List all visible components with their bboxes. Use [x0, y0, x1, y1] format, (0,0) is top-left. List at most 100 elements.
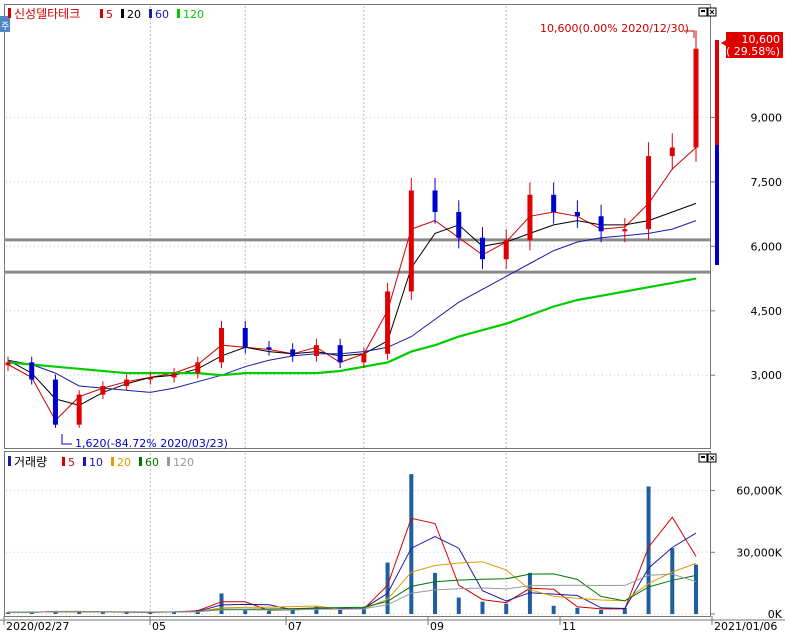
price-panel-controls	[698, 7, 717, 17]
legend-marker	[8, 456, 11, 466]
volume-bar	[148, 612, 153, 614]
ma-legend-marker	[83, 457, 86, 466]
current-price: 10,600	[742, 33, 781, 46]
side-tab[interactable]	[0, 16, 10, 32]
volume-bar	[670, 548, 675, 614]
candle-body	[171, 373, 177, 378]
ma-legend-marker	[139, 457, 142, 466]
candle-body	[195, 362, 201, 374]
volume-bar	[361, 607, 366, 614]
ma-legend-marker	[111, 457, 114, 466]
ma-legend-marker	[100, 9, 103, 18]
candle-body	[527, 194, 533, 240]
volume-bar	[77, 611, 82, 614]
x-tick-label: 2020/02/27	[6, 620, 69, 633]
high-arrow	[684, 30, 695, 38]
y-tick-label: 4,500	[751, 305, 783, 318]
candle-body	[479, 237, 485, 260]
current-candle-down	[715, 145, 719, 265]
candle-body	[52, 379, 58, 425]
volume-bar	[219, 593, 224, 614]
current-price-pointer	[721, 40, 726, 46]
price-panel-frame	[4, 4, 711, 449]
volume-bar	[599, 609, 604, 614]
volume-tick-label: 0K	[768, 608, 783, 621]
support-lines	[4, 238, 710, 274]
volume-ma-line	[7, 573, 697, 613]
price-y-axis: 3,000 4,500 6,000 7,500 9,000	[710, 111, 782, 382]
ma120-line	[7, 277, 697, 377]
low-arrow	[61, 434, 72, 445]
ma-legend-label: 10	[89, 456, 103, 469]
candle-body	[693, 48, 699, 148]
volume-bar	[266, 610, 271, 614]
volume-bar	[456, 597, 461, 614]
ma-legend-marker	[121, 9, 124, 18]
volume-bar	[29, 612, 34, 614]
volume-y-axis: 0K 30,000K 60,000K	[710, 485, 783, 621]
volume-panel-frame	[4, 451, 711, 617]
volume-title: 거래량	[14, 455, 47, 469]
candle-body	[361, 353, 367, 363]
volume-bar	[551, 605, 556, 614]
candle-body	[147, 377, 153, 380]
candle-body	[29, 362, 35, 380]
ma-legend-label: 60	[155, 8, 169, 21]
ma-legend-marker	[177, 9, 180, 18]
candle-body	[124, 379, 130, 386]
ma-legend-marker	[62, 457, 65, 466]
candle-body	[290, 349, 296, 356]
x-tick-label: 09	[430, 620, 444, 633]
ma-legend-label: 120	[183, 8, 204, 21]
ma-legend-label: 20	[117, 456, 131, 469]
y-tick-label: 3,000	[751, 369, 783, 382]
ma-legend-label: 60	[145, 456, 159, 469]
vertical-gridlines	[149, 6, 507, 616]
volume-bar	[694, 564, 698, 614]
volume-bar	[433, 572, 438, 614]
candle-body	[266, 347, 272, 350]
volume-tick-label: 60,000K	[736, 485, 782, 498]
moving-average-lines	[7, 147, 697, 422]
candle-body	[646, 156, 652, 230]
y-tick-label: 6,000	[751, 240, 783, 253]
volume-bar	[6, 612, 10, 614]
volume-bar	[385, 562, 390, 614]
ma-legend-label: 120	[173, 456, 194, 469]
candle-body	[551, 194, 557, 212]
candle-body	[622, 229, 628, 232]
volume-bar	[527, 572, 532, 614]
volume-panel-controls	[698, 453, 717, 463]
candle-body	[100, 385, 106, 395]
ma20-line	[7, 202, 697, 406]
volume-bar	[575, 607, 580, 614]
volume-moving-averages	[7, 516, 697, 613]
candle-body	[76, 394, 82, 425]
candles	[5, 30, 699, 428]
volume-bar	[314, 606, 319, 614]
ma5-line	[7, 147, 697, 422]
candle-body	[503, 239, 509, 260]
ma-legend-label: 5	[68, 456, 75, 469]
candle-body	[598, 216, 604, 232]
candle-body	[432, 190, 438, 212]
candle-body	[385, 291, 391, 354]
candle-body	[313, 345, 319, 356]
volume-bar	[338, 609, 343, 614]
candle-body	[242, 327, 248, 348]
volume-bar	[100, 612, 105, 614]
candle-body	[337, 345, 343, 363]
volume-bar	[622, 607, 627, 614]
volume-bar	[480, 601, 485, 614]
side-tab-label: 주	[1, 21, 9, 32]
x-tick-label: 05	[152, 620, 166, 633]
legend-marker	[8, 8, 11, 18]
candle-body	[5, 362, 11, 366]
x-tick-label: 11	[562, 620, 576, 633]
x-axis: 2020/02/27 05 07 09 11 2021/01/06	[3, 616, 777, 633]
candle-body	[408, 190, 414, 292]
candle-body	[669, 147, 675, 157]
volume-bar	[172, 611, 177, 614]
current-price-box	[726, 32, 783, 58]
